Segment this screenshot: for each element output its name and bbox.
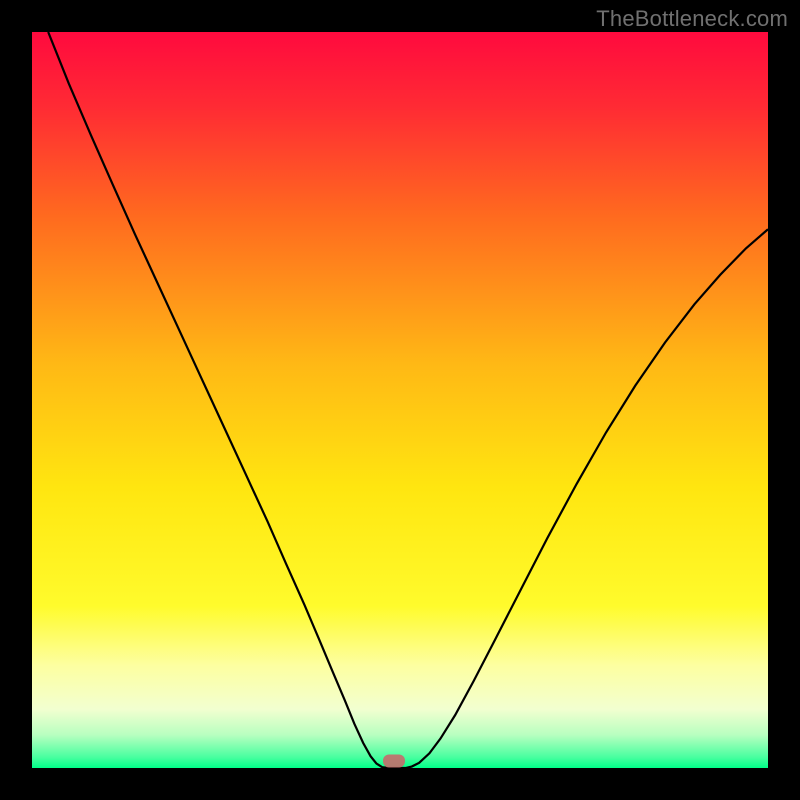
curve-layer [32, 32, 768, 768]
watermark-text: TheBottleneck.com [596, 6, 788, 32]
chart-frame: TheBottleneck.com [0, 0, 800, 800]
optimum-marker [383, 754, 405, 767]
plot-area [32, 32, 768, 768]
bottleneck-curve [48, 32, 768, 768]
